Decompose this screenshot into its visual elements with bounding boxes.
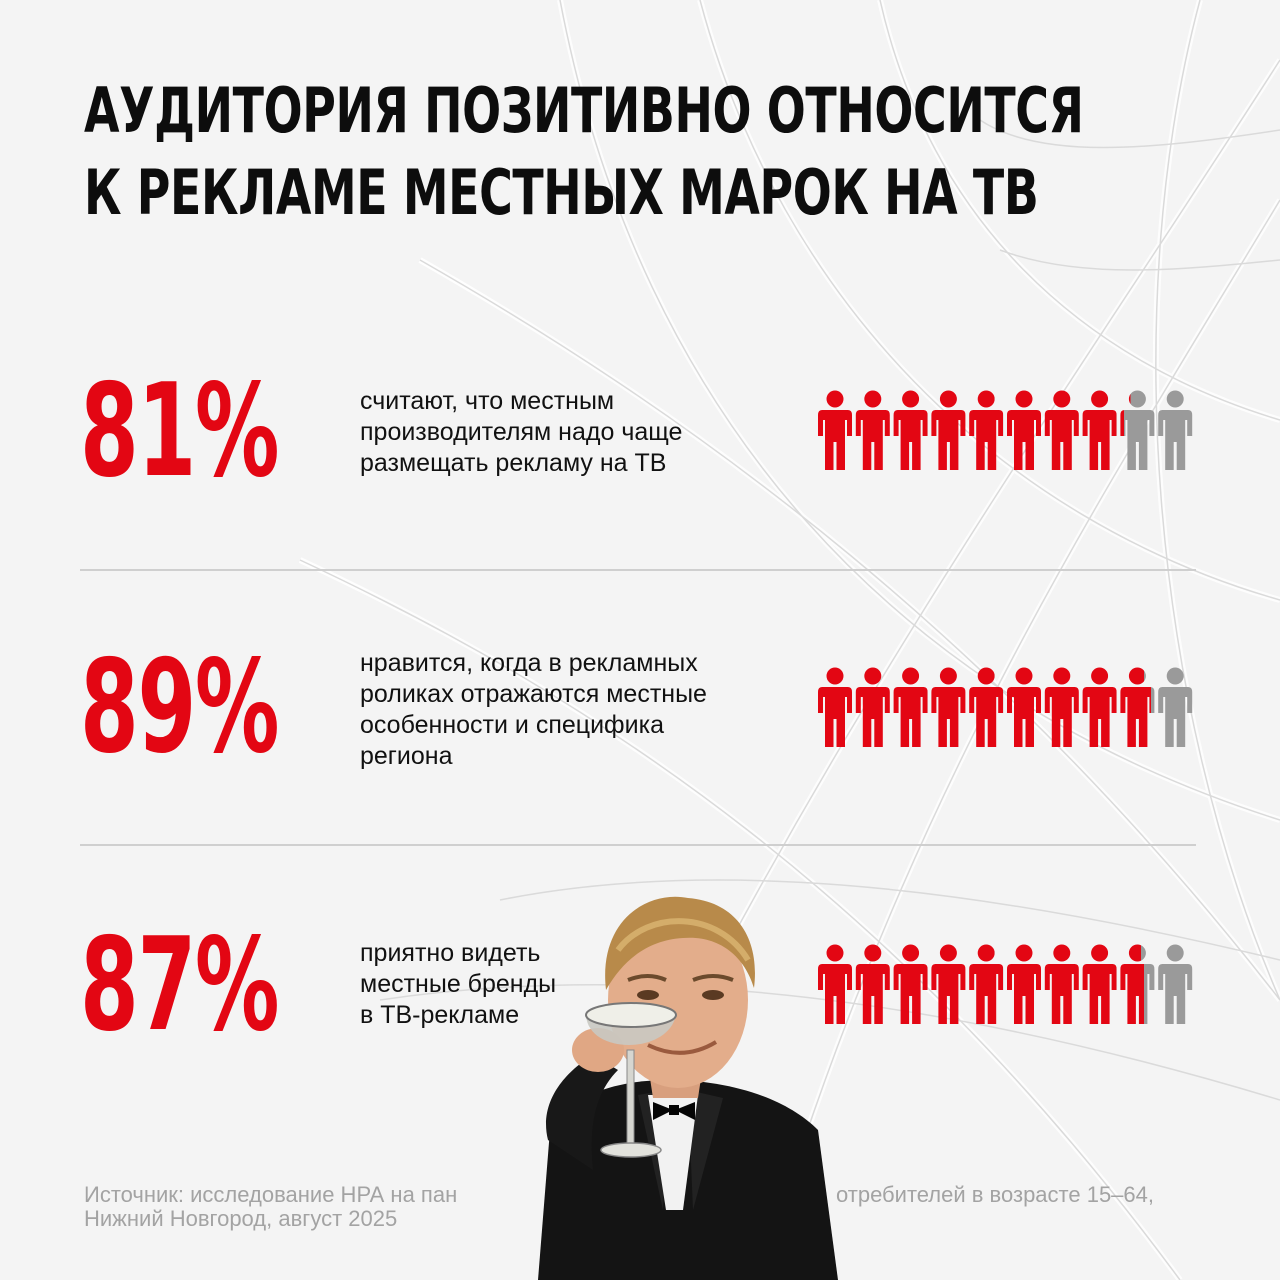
source-line-1-start: Источник: исследование НРА на пан [84,1182,458,1207]
stat-description-3-line-2: местные бренды [360,970,557,998]
person-icon-row-2-10 [1158,667,1193,747]
source-note: Источник: исследование НРА на пан отреби… [84,1183,1214,1231]
person-icon-row-3-5 [969,944,1004,1024]
person-icon-row-1-8 [1082,390,1117,470]
person-icon-row-1-10 [1158,390,1193,470]
person-icon-row-2-5 [969,667,1004,747]
person-icon-row-2-6 [1007,667,1041,747]
stat-description-3-line-1: приятно видеть [360,939,541,967]
person-icon-row-1-5 [969,390,1004,470]
source-line-2: Нижний Новгород, август 2025 [84,1206,398,1231]
row-divider-1 [80,569,1196,571]
pictogram-row-2 [818,667,1193,747]
source-line-1-end: отребителей в возрасте 15–64, [836,1182,1155,1207]
stat-description-1: считают, что местным производителям надо… [360,386,780,479]
pictogram-row-1 [818,390,1193,470]
stat-description-2-line-4: региона [360,742,453,770]
stat-description-3-line-3: в ТВ-рекламе [360,1001,520,1029]
person-icon-row-3-8 [1082,944,1117,1024]
title-line-2: К РЕКЛАМЕ МЕСТНЫХ МАРОК НА ТВ [84,156,1039,229]
person-icon-row-3-9 [1120,944,1155,1024]
stat-description-3: приятно видеть местные бренды в ТВ-рекла… [360,938,780,1031]
person-icon-row-2-9 [1120,667,1155,747]
person-icon-row-1-7 [1044,390,1079,470]
stat-description-1-line-3: размещать рекламу на ТВ [360,449,667,477]
person-icon-row-3-2 [855,944,890,1024]
stat-value-1: 81% [80,357,280,506]
person-icon-row-3-3 [893,944,928,1024]
person-icon-row-3-10 [1158,944,1193,1024]
stat-description-1-line-2: производителям надо чаще [360,418,683,446]
stat-description-2: нравится, когда в рекламных роликах отра… [360,648,780,772]
row-divider-2 [80,844,1196,846]
person-icon-row-2-2 [855,667,890,747]
person-icon-row-1-4 [931,390,966,470]
stat-description-1-line-1: считают, что местным [360,387,615,415]
stat-description-2-line-2: роликах отражаются местные [360,680,707,708]
stat-description-2-line-3: особенности и специфика [360,711,664,739]
stat-value-3: 87% [80,911,280,1060]
person-icon-row-2-8 [1082,667,1117,747]
person-icon-row-2-7 [1044,667,1079,747]
person-icon-row-3-6 [1007,944,1041,1024]
pictogram-row-3 [818,944,1193,1024]
person-icon-row-1-3 [893,390,928,470]
person-icon-row-1-2 [855,390,890,470]
person-icon-row-1-6 [1007,390,1041,470]
stat-description-2-line-1: нравится, когда в рекламных [360,649,698,677]
person-icon-row-3-1 [818,944,852,1024]
source-line-1: Источник: исследование НРА на пан отреби… [84,1183,1214,1207]
person-icon-row-2-1 [818,667,852,747]
person-icon-row-2-4 [931,667,966,747]
person-icon-row-3-4 [931,944,966,1024]
person-icon-row-1-1 [818,390,852,470]
title-line-1: АУДИТОРИЯ ПОЗИТИВНО ОТНОСИТСЯ [84,74,1084,147]
person-icon-row-2-3 [893,667,928,747]
person-icon-row-3-7 [1044,944,1079,1024]
person-icon-row-1-9 [1120,390,1155,470]
stat-value-2: 89% [80,633,280,782]
page-title: АУДИТОРИЯ ПОЗИТИВНО ОТНОСИТСЯ К РЕКЛАМЕ … [84,70,1084,234]
toasting-man-illustration [538,896,838,1280]
